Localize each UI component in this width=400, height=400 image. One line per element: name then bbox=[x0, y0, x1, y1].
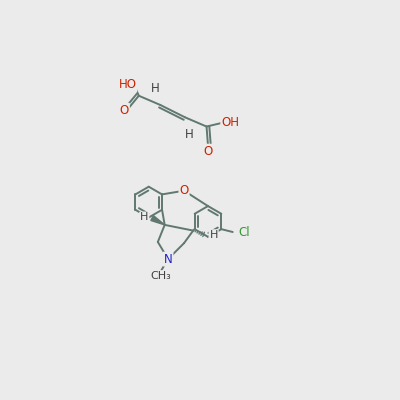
Text: H: H bbox=[185, 128, 194, 141]
Text: H: H bbox=[140, 212, 148, 222]
Text: N: N bbox=[164, 252, 172, 266]
Text: H: H bbox=[210, 230, 218, 240]
Polygon shape bbox=[151, 216, 165, 225]
Text: Cl: Cl bbox=[239, 226, 250, 238]
Text: O: O bbox=[204, 145, 213, 158]
Text: O: O bbox=[120, 104, 129, 117]
Text: O: O bbox=[180, 184, 189, 197]
Text: CH₃: CH₃ bbox=[150, 271, 171, 281]
Text: OH: OH bbox=[221, 116, 239, 129]
Text: HO: HO bbox=[118, 78, 136, 92]
Text: H: H bbox=[151, 82, 160, 94]
